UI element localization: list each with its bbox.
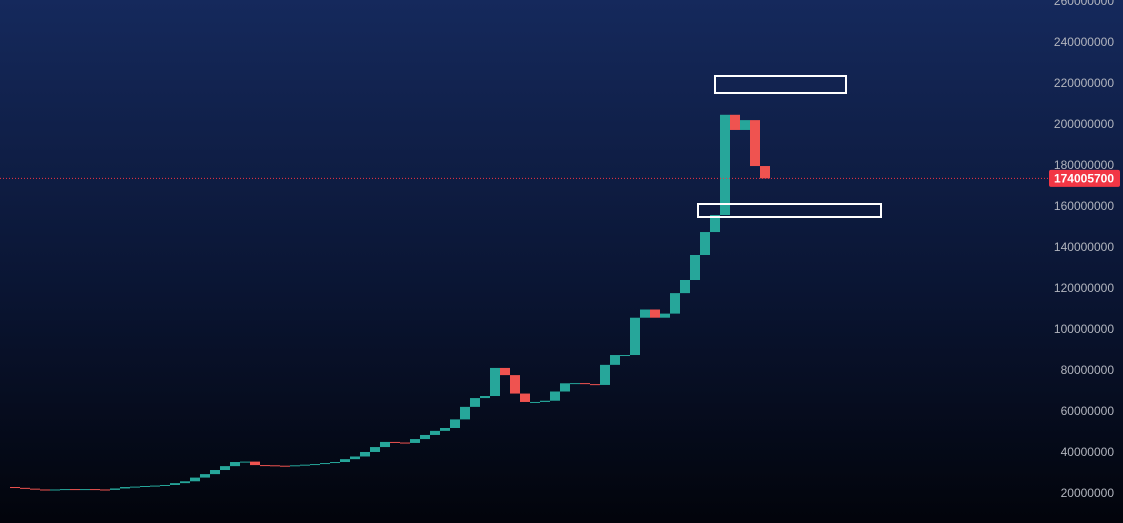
candle (260, 465, 270, 467)
y-tick-label: 200000000 (1054, 117, 1114, 131)
candle (220, 466, 230, 471)
candle (80, 489, 90, 491)
candle (740, 120, 750, 130)
candle (510, 375, 520, 394)
y-tick-label: 120000000 (1054, 281, 1114, 295)
candle (50, 489, 60, 491)
candle (180, 481, 190, 484)
candle (590, 384, 600, 386)
candle (370, 447, 380, 452)
candle (70, 489, 80, 491)
candle (700, 232, 710, 255)
last-price-box (1049, 169, 1120, 187)
candle (530, 401, 540, 403)
candle (390, 441, 400, 443)
candle (380, 441, 390, 448)
candle (190, 477, 200, 482)
candle (750, 120, 760, 167)
y-tick-label: 260000000 (1054, 0, 1114, 8)
candle (480, 396, 490, 399)
candle (470, 398, 480, 407)
candle (60, 489, 70, 491)
candle (500, 367, 510, 376)
candle (320, 463, 330, 465)
candle (210, 470, 220, 475)
candle (30, 488, 40, 490)
plot (10, 114, 770, 491)
y-tick-label: 160000000 (1054, 199, 1114, 213)
candle (110, 488, 120, 490)
zone-box (697, 203, 882, 218)
candle (540, 400, 550, 402)
candle (650, 309, 660, 318)
candle (440, 427, 450, 431)
candle (200, 474, 210, 478)
y-tick-label: 60000000 (1061, 404, 1115, 418)
candle (290, 465, 300, 467)
candle (760, 166, 770, 179)
candle (430, 430, 440, 435)
candle (310, 464, 320, 466)
y-tick-label: 140000000 (1054, 240, 1114, 254)
candle (450, 419, 460, 428)
y-tick-label: 180000000 (1054, 158, 1114, 172)
candle (340, 459, 350, 463)
candle (610, 355, 620, 365)
candle (170, 483, 180, 485)
candle (280, 465, 290, 467)
candle (160, 484, 170, 486)
candle (630, 317, 640, 356)
candle (490, 367, 500, 397)
candle (270, 465, 280, 467)
candle (560, 383, 570, 392)
candle (120, 487, 130, 489)
candle (130, 486, 140, 488)
candle (300, 464, 310, 466)
candle (40, 489, 50, 491)
candle (730, 114, 740, 130)
candle (520, 393, 530, 402)
candle (240, 461, 250, 463)
candle (680, 279, 690, 294)
candle (580, 383, 590, 385)
last-price-label: 174005700 (1054, 171, 1114, 185)
y-tick-label: 80000000 (1061, 363, 1115, 377)
y-tick-label: 40000000 (1061, 445, 1115, 459)
candle (350, 456, 360, 460)
candle (670, 293, 680, 314)
candle (140, 486, 150, 488)
y-tick-label: 240000000 (1054, 35, 1114, 49)
candle (460, 406, 470, 420)
y-tick-label: 20000000 (1061, 486, 1115, 500)
candle (410, 439, 420, 443)
candle (230, 462, 240, 467)
candle (550, 391, 560, 401)
candle (330, 462, 340, 464)
y-tick-label: 220000000 (1054, 76, 1114, 90)
candle (420, 434, 430, 440)
candle (20, 487, 30, 489)
candle (690, 254, 700, 280)
candle (250, 461, 260, 466)
candle (360, 451, 370, 457)
candle (660, 313, 670, 318)
candle (90, 489, 100, 491)
y-tick-label: 100000000 (1054, 322, 1114, 336)
candle (10, 487, 20, 489)
candle (600, 364, 610, 385)
candle (570, 383, 580, 385)
candle (720, 114, 730, 216)
candle (710, 215, 720, 233)
zone-box (714, 75, 847, 94)
candle (400, 442, 410, 444)
candle (150, 485, 160, 487)
candle (100, 489, 110, 491)
candle (640, 309, 650, 318)
candle (620, 355, 630, 357)
